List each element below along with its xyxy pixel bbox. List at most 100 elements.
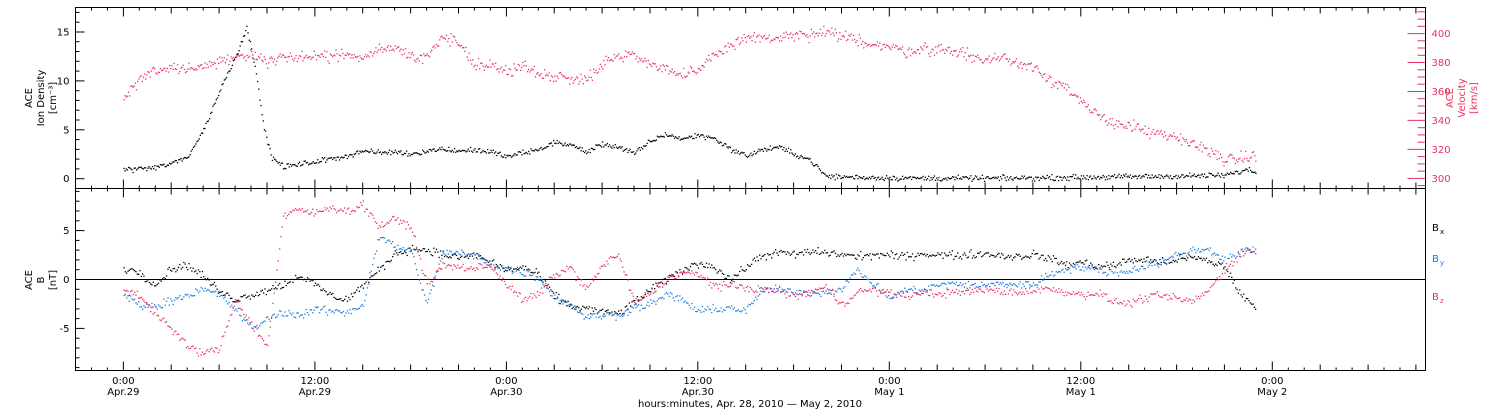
bx-point <box>417 250 419 252</box>
ion-density-point <box>396 153 399 155</box>
bx-point <box>740 266 742 268</box>
by-point <box>781 288 783 290</box>
velocity-point <box>854 39 856 41</box>
by-point <box>1094 269 1096 271</box>
velocity-point <box>746 36 749 38</box>
bz-point <box>380 226 382 228</box>
bx-point <box>866 253 868 256</box>
bx-point <box>502 267 504 270</box>
bx-point <box>405 252 407 254</box>
by-point <box>325 311 327 313</box>
velocity-point <box>701 64 703 67</box>
velocity-point <box>216 58 219 60</box>
bx-point <box>1253 306 1255 308</box>
velocity-point <box>1082 102 1084 104</box>
ion-density-point <box>390 154 392 156</box>
by-point <box>979 286 982 288</box>
by-point <box>1051 271 1053 273</box>
bx-point <box>1232 282 1234 284</box>
bx-point <box>1207 262 1209 264</box>
ion-density-point <box>394 149 396 151</box>
velocity-point <box>325 56 327 58</box>
bz-point <box>365 208 367 210</box>
by-point <box>1229 253 1232 255</box>
bx-point <box>1138 259 1140 261</box>
bz-point <box>293 209 295 212</box>
bx-point <box>216 288 218 290</box>
ion-density-point <box>254 65 256 67</box>
by-point <box>180 298 182 301</box>
velocity-point <box>925 46 928 49</box>
bx-point <box>995 255 997 257</box>
ion-density-point <box>605 144 607 146</box>
bx-point <box>418 249 420 251</box>
bz-point <box>1025 288 1027 290</box>
by-point <box>584 316 587 318</box>
bz-point <box>689 273 692 275</box>
bz-point <box>248 317 250 319</box>
velocity-point <box>1026 69 1028 71</box>
velocity-point <box>735 39 737 41</box>
bz-point <box>169 326 172 328</box>
by-point <box>1209 247 1212 249</box>
by-point <box>661 296 664 298</box>
bx-point <box>239 300 241 302</box>
velocity-point <box>637 61 639 63</box>
bz-point <box>594 275 596 277</box>
bz-point <box>189 347 192 349</box>
bx-point <box>132 269 134 271</box>
bz-point <box>530 292 532 295</box>
bz-point <box>765 287 767 289</box>
by-point <box>760 286 762 289</box>
ion-density-point <box>1134 175 1136 177</box>
ion-density-point <box>618 146 620 149</box>
bz-point <box>413 235 415 237</box>
bx-point <box>876 253 878 255</box>
by-point <box>1059 271 1061 273</box>
bz-point <box>126 289 128 292</box>
bz-point <box>151 307 153 309</box>
velocity-point <box>202 68 204 70</box>
bx-point <box>256 291 258 293</box>
bx-point <box>672 274 674 276</box>
bz-point <box>798 293 801 295</box>
bz-point <box>1188 298 1190 300</box>
velocity-point <box>702 65 704 67</box>
ion-density-point <box>720 142 722 144</box>
bx-point <box>1142 261 1144 263</box>
velocity-point <box>586 80 588 82</box>
bx-point <box>228 294 230 296</box>
ion-density-point <box>933 175 936 177</box>
bz-point <box>527 297 529 299</box>
ion-density-point <box>1058 179 1060 182</box>
by-point <box>237 307 239 310</box>
velocity-point <box>761 37 763 39</box>
by-point <box>715 307 717 310</box>
velocity-point <box>207 66 209 68</box>
velocity-point <box>129 95 131 97</box>
bz-point <box>634 301 636 304</box>
by-point <box>345 312 347 314</box>
ion-density-point <box>741 151 743 153</box>
bz-point <box>1108 300 1110 302</box>
bx-point <box>240 296 242 298</box>
bx-point <box>1212 263 1214 265</box>
bz-point <box>1006 286 1008 289</box>
bz-point <box>368 215 370 217</box>
by-point <box>942 282 944 284</box>
velocity-point <box>1223 165 1225 167</box>
velocity-point <box>1165 135 1167 137</box>
ion-density-point <box>714 137 717 140</box>
ion-density-point <box>199 134 201 136</box>
velocity-point <box>852 34 855 36</box>
bx-point <box>655 282 657 284</box>
velocity-point <box>1096 113 1099 116</box>
velocity-point <box>938 44 940 46</box>
bz-point <box>167 325 169 327</box>
bx-point <box>263 292 265 294</box>
velocity-point <box>410 53 412 55</box>
bx-point <box>998 252 1000 255</box>
by-point <box>1042 279 1044 281</box>
by-point <box>1148 264 1150 266</box>
ion-density-point <box>983 180 986 182</box>
